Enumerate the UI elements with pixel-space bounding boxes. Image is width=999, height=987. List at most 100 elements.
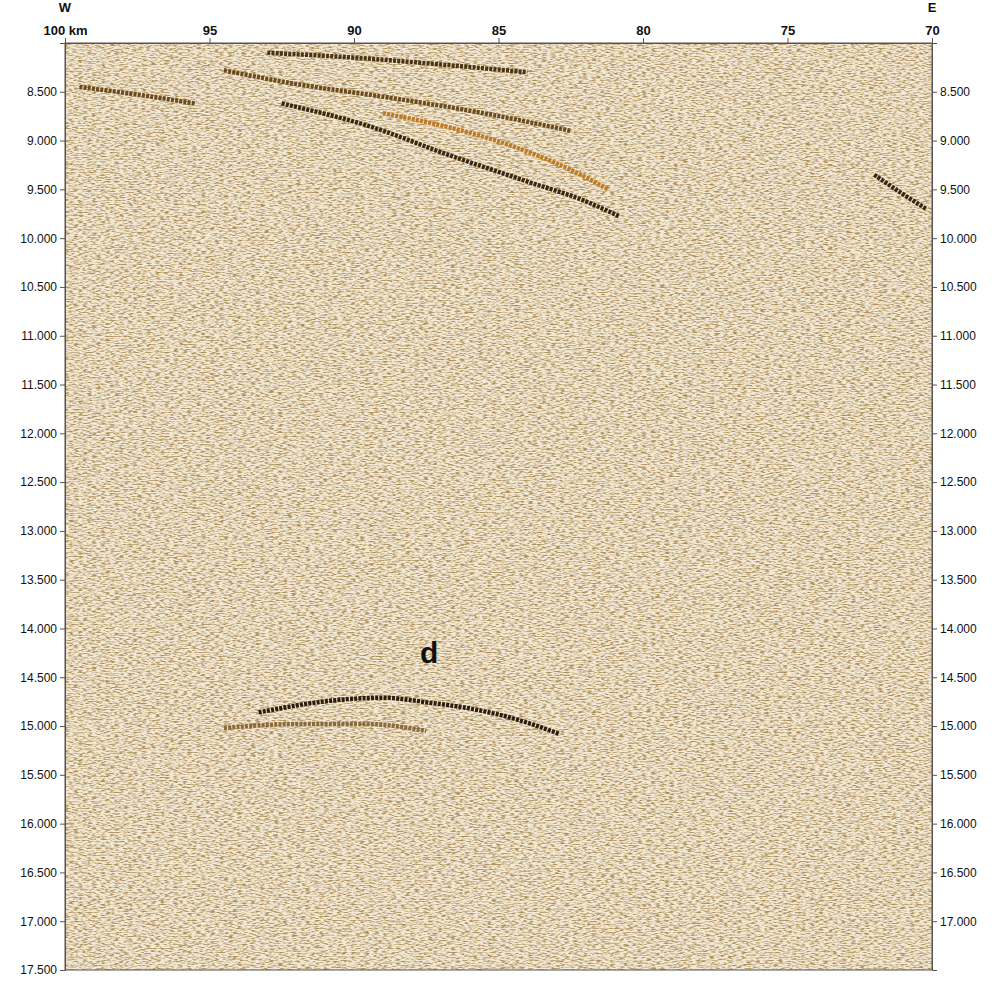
tick: 16.500	[20, 866, 65, 880]
tick-mark	[932, 775, 937, 776]
tick-mark	[60, 336, 65, 337]
frame	[65, 43, 932, 970]
reflector	[282, 103, 620, 216]
tick-label: 10.500	[20, 280, 57, 294]
tick-label: 9.500	[27, 183, 57, 197]
tick: 17.000	[932, 915, 977, 929]
tick-mark	[932, 336, 937, 337]
y2-axis: 8.5009.0009.50010.00010.50011.00011.5001…	[932, 44, 977, 971]
reflector	[79, 87, 195, 104]
reflector	[224, 70, 571, 130]
tick-label: 13.500	[940, 573, 977, 587]
tick-mark	[932, 921, 937, 922]
tick: 10.000	[20, 231, 65, 245]
tick-mark	[60, 726, 65, 727]
tick: 14.000	[932, 622, 977, 636]
background	[65, 43, 932, 970]
tick: 9.500	[932, 183, 970, 197]
tick: 10.000	[932, 231, 977, 245]
tick-mark	[60, 531, 65, 532]
tick-mark	[60, 677, 65, 678]
tick-label: 17.000	[20, 915, 57, 929]
tick-mark	[932, 677, 937, 678]
tick: 13.000	[20, 524, 65, 538]
tick-mark	[60, 238, 65, 239]
noise-texture	[65, 43, 932, 970]
tick-label: 16.000	[940, 817, 977, 831]
annotation: d	[420, 636, 438, 669]
tick-label: 12.500	[940, 475, 977, 489]
reflector	[874, 175, 926, 209]
tick-mark	[60, 824, 65, 825]
tick: 80	[636, 23, 650, 43]
tick: 11.000	[21, 329, 65, 343]
tick: 12.000	[932, 427, 977, 441]
tick-mark	[932, 385, 937, 386]
tick-mark	[60, 921, 65, 922]
tick-label: 16.000	[20, 817, 57, 831]
tick: 9.500	[27, 183, 65, 197]
reflector	[224, 724, 426, 731]
tick: 15.000	[20, 719, 65, 733]
tick: 9.000	[932, 134, 970, 148]
tick-mark	[932, 872, 937, 873]
tick-label: 80	[636, 23, 650, 38]
tick-mark	[60, 482, 65, 483]
reflector	[383, 113, 608, 189]
tick: 9.000	[27, 134, 65, 148]
tick-label: 11.500	[21, 378, 57, 392]
tick-label: 90	[347, 23, 361, 38]
tick: 8.500	[932, 85, 970, 99]
tick-label: 16.500	[20, 866, 57, 880]
tick-mark	[60, 385, 65, 386]
direction-label: W	[59, 0, 72, 15]
tick-label: 15.000	[20, 719, 57, 733]
x-axis: 100 km 95 90 85 80 75 70	[43, 23, 939, 44]
tick-mark	[210, 38, 211, 43]
tick-mark	[932, 92, 937, 93]
tick-label: 75	[781, 23, 795, 38]
tick-mark	[932, 824, 937, 825]
tick-mark	[60, 775, 65, 776]
tick-mark	[65, 38, 66, 43]
tick-label: 8.500	[940, 85, 970, 99]
tick: 100 km	[43, 23, 87, 43]
tick: 95	[203, 23, 217, 43]
tick: 16.500	[932, 866, 977, 880]
tick-label: 70	[925, 23, 939, 38]
tick-mark	[499, 38, 500, 43]
tick-label: 11.000	[21, 329, 57, 343]
tick-mark	[60, 872, 65, 873]
tick: 16.000	[932, 817, 977, 831]
tick: 70	[925, 23, 939, 43]
tick: 11.500	[21, 378, 65, 392]
tick-label: 85	[492, 23, 506, 38]
tick-mark	[643, 38, 644, 43]
tick: 15.500	[932, 768, 977, 782]
tick-mark	[932, 628, 937, 629]
tick-mark	[60, 141, 65, 142]
tick-mark	[932, 238, 937, 239]
tick-label: 14.500	[940, 671, 977, 685]
tick-label: 12.000	[20, 427, 57, 441]
tick: 75	[781, 23, 795, 43]
tick: 85	[492, 23, 506, 43]
tick-label: 95	[203, 23, 217, 38]
tick-label: 11.000	[940, 329, 976, 343]
chart: 100 km 95 90 85 80 75 70 8.500 9.000 9.500 10.000 1…	[0, 0, 999, 987]
tick-label: 15.500	[20, 768, 57, 782]
tick-mark	[932, 287, 937, 288]
tick: 11.000	[932, 329, 976, 343]
tick-mark	[60, 189, 65, 190]
tick: 17.000	[20, 915, 65, 929]
tick: 16.000	[20, 817, 65, 831]
tick-label: 13.000	[20, 524, 57, 538]
tick: 13.500	[932, 573, 977, 587]
tick-mark	[932, 38, 933, 43]
tick-label: 10.000	[20, 231, 57, 245]
y-axis: 8.5009.0009.50010.00010.50011.00011.5001…	[20, 44, 65, 978]
tick: 13.500	[20, 573, 65, 587]
tick-mark	[60, 433, 65, 434]
tick-label: 17.000	[940, 915, 977, 929]
tick-label: 9.500	[940, 183, 970, 197]
